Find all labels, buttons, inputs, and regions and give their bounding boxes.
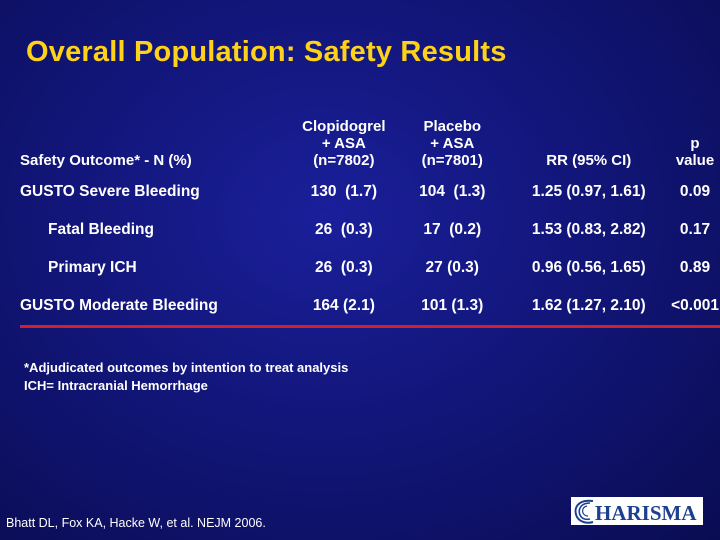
header-safety-outcome: Safety Outcome* - N (%) bbox=[20, 152, 192, 169]
table-row: Fatal Bleeding 26 (0.3) 17 (0.2) 1.53 (0… bbox=[20, 211, 720, 249]
p-value: 0.89 bbox=[679, 259, 711, 276]
p-value: <0.001 bbox=[670, 287, 720, 328]
clopidogrel-value: 130 (1.7) bbox=[310, 183, 378, 200]
logo-text: HARISMA bbox=[595, 501, 697, 525]
header-clopidogrel: Clopidogrel + ASA (n=7802) bbox=[302, 118, 386, 169]
charisma-logo: HARISMA bbox=[571, 497, 703, 525]
rr-value: 1.62 (1.27, 2.10) bbox=[507, 287, 671, 328]
footnote-adjudicated: *Adjudicated outcomes by intention to tr… bbox=[24, 360, 349, 375]
p-value: 0.09 bbox=[679, 183, 711, 200]
row-label: Fatal Bleeding bbox=[48, 221, 154, 238]
row-label: GUSTO Severe Bleeding bbox=[20, 183, 200, 200]
header-rr: RR (95% CI) bbox=[546, 152, 632, 169]
table-row: GUSTO Moderate Bleeding 164 (2.1) 101 (1… bbox=[20, 287, 720, 328]
safety-results-table: Safety Outcome* - N (%) Clopidogrel + AS… bbox=[20, 118, 720, 328]
table-header-row: Safety Outcome* - N (%) Clopidogrel + AS… bbox=[20, 118, 720, 173]
rr-value: 1.25 (0.97, 1.61) bbox=[531, 183, 646, 200]
rr-value: 0.96 (0.56, 1.65) bbox=[531, 259, 646, 276]
table-row: Primary ICH 26 (0.3) 27 (0.3) 0.96 (0.56… bbox=[20, 249, 720, 287]
header-placebo: Placebo + ASA (n=7801) bbox=[421, 118, 483, 169]
footnote-ich: ICH= Intracranial Hemorrhage bbox=[24, 378, 208, 393]
clopidogrel-value: 26 (0.3) bbox=[314, 259, 373, 276]
table-row: GUSTO Severe Bleeding 130 (1.7) 104 (1.3… bbox=[20, 173, 720, 211]
placebo-value: 101 (1.3) bbox=[396, 287, 508, 328]
clopidogrel-value: 164 (2.1) bbox=[290, 287, 397, 328]
footnote: *Adjudicated outcomes by intention to tr… bbox=[24, 359, 348, 395]
rr-value: 1.53 (0.83, 2.82) bbox=[531, 221, 646, 238]
placebo-value: 17 (0.2) bbox=[423, 221, 482, 238]
clopidogrel-value: 26 (0.3) bbox=[314, 221, 373, 238]
charisma-logo-mark: HARISMA bbox=[574, 499, 697, 525]
row-label: Primary ICH bbox=[48, 259, 137, 276]
row-label: GUSTO Moderate Bleeding bbox=[20, 287, 291, 328]
slide-title: Overall Population: Safety Results bbox=[26, 36, 507, 68]
p-value: 0.17 bbox=[679, 221, 711, 238]
placebo-value: 104 (1.3) bbox=[419, 183, 486, 200]
citation: Bhatt DL, Fox KA, Hacke W, et al. NEJM 2… bbox=[6, 516, 266, 530]
header-p-value: p value bbox=[675, 135, 715, 169]
placebo-value: 27 (0.3) bbox=[425, 259, 479, 276]
